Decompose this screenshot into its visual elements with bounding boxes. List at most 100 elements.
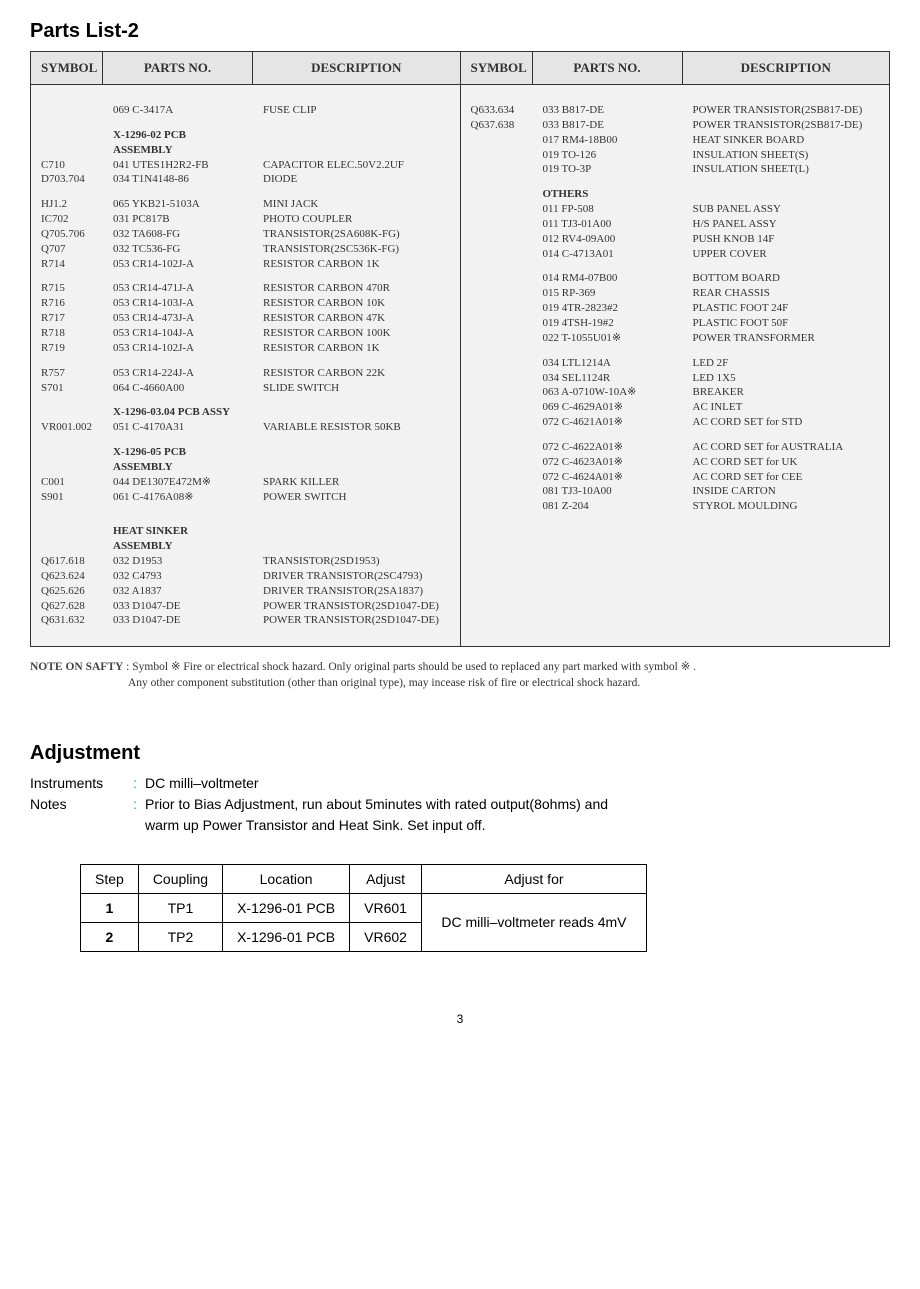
parts-row: R757053 CR14-224J-ARESISTOR CARBON 22K — [31, 366, 460, 381]
notes-value: Prior to Bias Adjustment, run about 5min… — [145, 794, 890, 815]
parts-row: 011 TJ3-01A00H/S PANEL ASSY — [461, 217, 890, 232]
cell-parts-no: 053 CR14-102J-A — [103, 341, 253, 356]
cell-symbol — [461, 286, 533, 301]
parts-row: 022 T-1055U01※POWER TRANSFORMER — [461, 331, 890, 346]
cell-symbol: R715 — [31, 281, 103, 296]
cell-parts-no: 081 TJ3-10A00 — [533, 484, 683, 499]
th-adjust-for: Adjust for — [421, 864, 646, 893]
parts-row: Q705.706032 TA608-FGTRANSISTOR(2SA608K-F… — [31, 227, 460, 242]
cell-description: REAR CHASSIS — [683, 286, 890, 301]
cell-parts-no: X-1296-03.04 PCB ASSY — [103, 405, 253, 420]
cell-step: 1 — [81, 893, 139, 922]
cell-symbol — [461, 356, 533, 371]
cell-parts-no: 019 4TSH-19#2 — [533, 316, 683, 331]
cell-parts-no: 051 C-4170A31 — [103, 420, 253, 435]
cell-description: TRANSISTOR(2SC536K-FG) — [253, 242, 460, 257]
cell-symbol — [461, 371, 533, 386]
cell-symbol — [31, 103, 103, 118]
cell-symbol — [461, 400, 533, 415]
cell-parts-no: 053 CR14-224J-A — [103, 366, 253, 381]
table-row: 1 TP1 X-1296-01 PCB VR601 DC milli–voltm… — [81, 893, 647, 922]
cell-parts-no: 069 C-3417A — [103, 103, 253, 118]
cell-symbol: R757 — [31, 366, 103, 381]
cell-symbol: Q633.634 — [461, 103, 533, 118]
cell-parts-no: 019 4TR-2823#2 — [533, 301, 683, 316]
cell-parts-no: 033 D1047-DE — [103, 599, 253, 614]
cell-parts-no: X-1296-02 PCB ASSEMBLY — [103, 128, 253, 158]
cell-description: AC CORD SET for AUSTRALIA — [683, 440, 890, 455]
cell-description: INSIDE CARTON — [683, 484, 890, 499]
parts-row: 063 A-0710W-10A※BREAKER — [461, 385, 890, 400]
parts-row: X-1296-03.04 PCB ASSY — [31, 405, 460, 420]
cell-symbol — [461, 499, 533, 514]
cell-parts-no: 053 CR14-473J-A — [103, 311, 253, 326]
cell-description: SUB PANEL ASSY — [683, 202, 890, 217]
parts-row: 072 C-4623A01※AC CORD SET for UK — [461, 455, 890, 470]
adjustment-title: Adjustment — [30, 742, 890, 765]
parts-row: VR001.002051 C-4170A31VARIABLE RESISTOR … — [31, 420, 460, 435]
cell-description: RESISTOR CARBON 22K — [253, 366, 460, 381]
cell-parts-no: 063 A-0710W-10A※ — [533, 385, 683, 400]
cell-symbol: HJ1.2 — [31, 197, 103, 212]
cell-description: POWER TRANSISTOR(2SD1047-DE) — [253, 613, 460, 628]
cell-description: RESISTOR CARBON 47K — [253, 311, 460, 326]
cell-parts-no: 015 RP-369 — [533, 286, 683, 301]
cell-parts-no: 053 CR14-104J-A — [103, 326, 253, 341]
cell-description: PLASTIC FOOT 24F — [683, 301, 890, 316]
parts-row: Q707032 TC536-FGTRANSISTOR(2SC536K-FG) — [31, 242, 460, 257]
cell-parts-no: 072 C-4624A01※ — [533, 470, 683, 485]
instruments-key: Instruments — [30, 773, 125, 794]
note-on-safty: NOTE ON SAFTY : Symbol ※ Fire or electri… — [30, 659, 890, 691]
parts-row: 012 RV4-09A00PUSH KNOB 14F — [461, 232, 890, 247]
parts-table-right: SYMBOL PARTS NO. DESCRIPTION Q633.634033… — [461, 52, 890, 646]
cell-symbol: R718 — [31, 326, 103, 341]
cell-symbol: R717 — [31, 311, 103, 326]
cell-adjust: VR602 — [350, 922, 422, 951]
cell-symbol — [461, 162, 533, 177]
col-description: DESCRIPTION — [253, 52, 460, 84]
cell-symbol — [461, 148, 533, 163]
cell-parts-no: 032 TC536-FG — [103, 242, 253, 257]
cell-description: POWER SWITCH — [253, 490, 460, 505]
cell-symbol — [461, 271, 533, 286]
cell-parts-no: 017 RM4-18B00 — [533, 133, 683, 148]
cell-description: HEAT SINKER BOARD — [683, 133, 890, 148]
parts-row: R716053 CR14-103J-ARESISTOR CARBON 10K — [31, 296, 460, 311]
cell-parts-no: 053 CR14-103J-A — [103, 296, 253, 311]
cell-description: RESISTOR CARBON 1K — [253, 257, 460, 272]
cell-coupling: TP2 — [138, 922, 222, 951]
parts-row: 019 4TSH-19#2PLASTIC FOOT 50F — [461, 316, 890, 331]
note-line1: : Symbol ※ Fire or electrical shock haza… — [123, 661, 696, 673]
cell-description: STYROL MOULDING — [683, 499, 890, 514]
cell-parts-no: 014 C-4713A01 — [533, 247, 683, 262]
parts-row: C710041 UTES1H2R2-FBCAPACITOR ELEC.50V2.… — [31, 158, 460, 173]
parts-row: D703.704034 T1N4148-86DIODE — [31, 172, 460, 187]
parts-row: 019 TO-3PINSULATION SHEET(L) — [461, 162, 890, 177]
parts-header-left: SYMBOL PARTS NO. DESCRIPTION — [31, 52, 460, 85]
cell-description: AC CORD SET for UK — [683, 455, 890, 470]
th-coupling: Coupling — [138, 864, 222, 893]
cell-description: AC INLET — [683, 400, 890, 415]
cell-parts-no: 072 C-4623A01※ — [533, 455, 683, 470]
cell-parts-no: 034 LTL1214A — [533, 356, 683, 371]
cell-symbol: VR001.002 — [31, 420, 103, 435]
cell-parts-no: 034 SEL1124R — [533, 371, 683, 386]
cell-parts-no: 019 TO-3P — [533, 162, 683, 177]
cell-description: SPARK KILLER — [253, 475, 460, 490]
cell-symbol: R716 — [31, 296, 103, 311]
cell-parts-no: 033 B817-DE — [533, 103, 683, 118]
cell-parts-no: 011 TJ3-01A00 — [533, 217, 683, 232]
cell-description: PHOTO COUPLER — [253, 212, 460, 227]
cell-parts-no: 065 YKB21-5103A — [103, 197, 253, 212]
col-parts-no: PARTS NO. — [533, 52, 683, 84]
cell-parts-no: OTHERS — [533, 187, 683, 202]
cell-description — [253, 405, 460, 420]
cell-description — [253, 128, 460, 158]
cell-description: SLIDE SWITCH — [253, 381, 460, 396]
adjustment-table-wrap: Step Coupling Location Adjust Adjust for… — [80, 864, 890, 952]
cell-symbol — [31, 128, 103, 158]
parts-row: Q637.638033 B817-DEPOWER TRANSISTOR(2SB8… — [461, 118, 890, 133]
notes-key: Notes — [30, 794, 125, 815]
cell-adjust-for: DC milli–voltmeter reads 4mV — [421, 893, 646, 951]
cell-parts-no: 044 DE1307E472M※ — [103, 475, 253, 490]
